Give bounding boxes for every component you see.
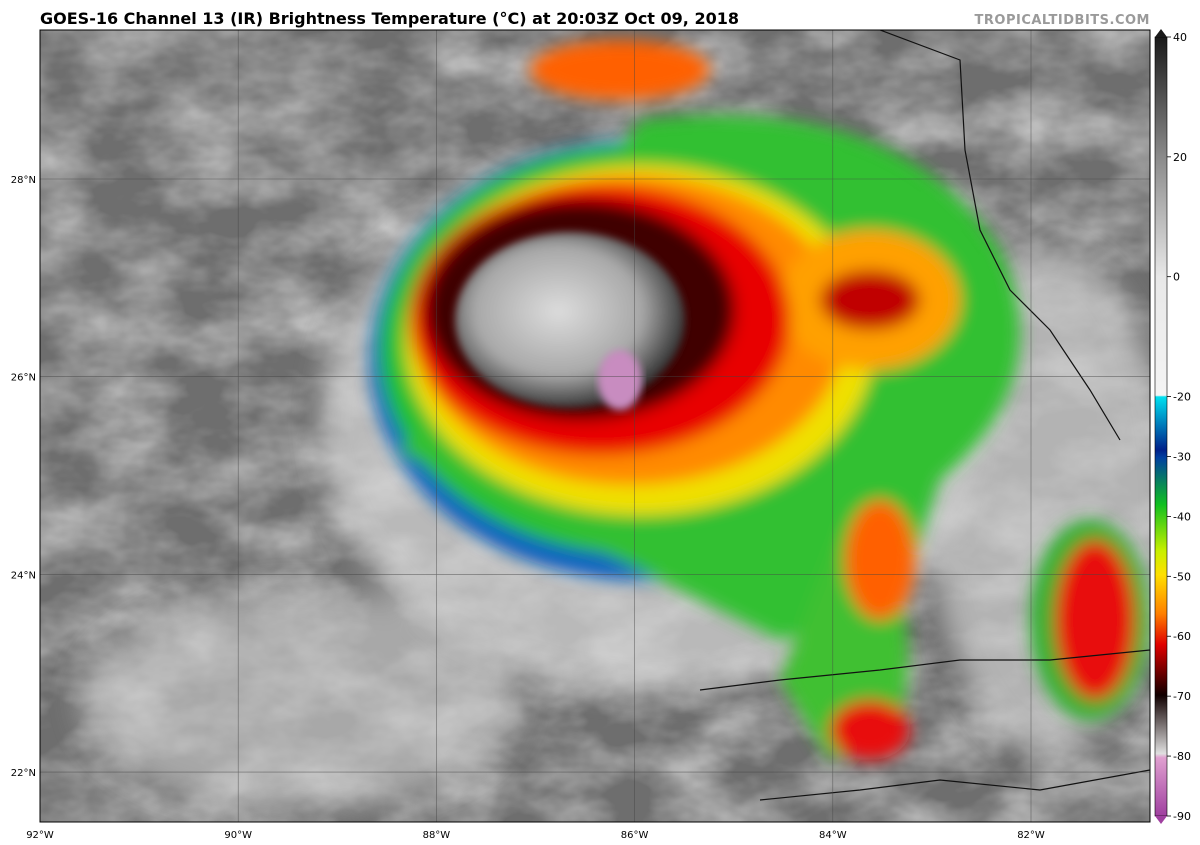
longitude-label: 82°W bbox=[1017, 830, 1045, 841]
colorbar-tick-label: -60 bbox=[1173, 630, 1191, 643]
colorbar-tick-label: -70 bbox=[1173, 690, 1191, 703]
cold-cloud-tops bbox=[455, 232, 685, 408]
colorbar-tick-label: -80 bbox=[1173, 750, 1191, 763]
colorbar-tick-label: 0 bbox=[1173, 271, 1180, 284]
colorbar-tick-label: -30 bbox=[1173, 450, 1191, 463]
colorbar-tick-label: 20 bbox=[1173, 151, 1187, 164]
longitude-label: 90°W bbox=[224, 830, 252, 841]
map-frame bbox=[39, 29, 1151, 823]
colorbar-tick-label: -20 bbox=[1173, 391, 1191, 404]
latitude-label: 24°N bbox=[11, 570, 36, 581]
longitude-label: 88°W bbox=[423, 830, 451, 841]
colorbar-tick-label: -50 bbox=[1173, 570, 1191, 583]
longitude-label: 86°W bbox=[621, 830, 649, 841]
credit: TROPICALTIDBITS.COM bbox=[975, 13, 1150, 28]
title: GOES-16 Channel 13 (IR) Brightness Tempe… bbox=[40, 9, 739, 28]
colorbar-tick-label: -90 bbox=[1173, 810, 1191, 823]
latitude-label: 22°N bbox=[11, 768, 36, 779]
colorbar-extend-bottom bbox=[1155, 816, 1167, 824]
coldest-core bbox=[598, 350, 642, 410]
imagery bbox=[40, 30, 1150, 822]
latitude-label: 26°N bbox=[11, 373, 36, 384]
longitude-label: 92°W bbox=[26, 830, 54, 841]
colorbar-tick-label: -40 bbox=[1173, 510, 1191, 523]
colorbar bbox=[1154, 36, 1168, 817]
longitude-label: 84°W bbox=[819, 830, 847, 841]
colorbar-extend-top bbox=[1155, 29, 1167, 37]
latitude-label: 28°N bbox=[11, 175, 36, 186]
colorbar-tick-label: 40 bbox=[1173, 31, 1187, 44]
